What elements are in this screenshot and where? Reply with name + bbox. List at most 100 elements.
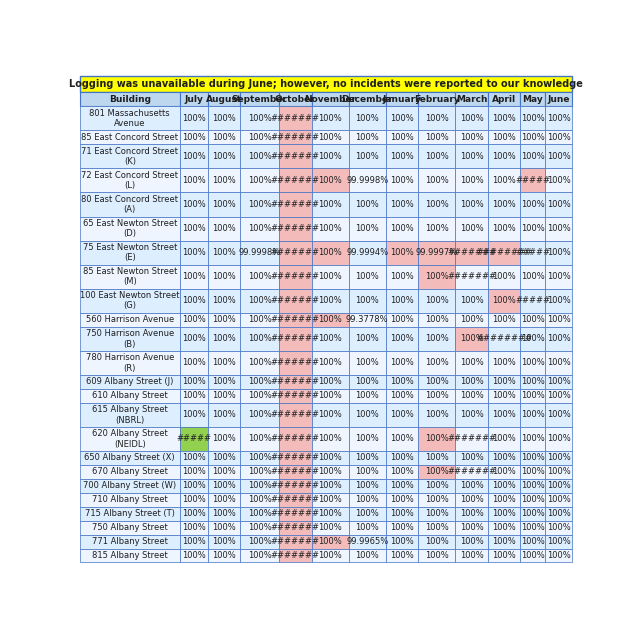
Text: 100%: 100% [356,133,379,142]
Text: 100%: 100% [318,551,342,560]
Text: 100%: 100% [356,495,379,504]
Text: 100%: 100% [492,272,516,281]
Text: 100%: 100% [212,200,236,209]
Bar [240,313,279,327]
Text: 100%: 100% [248,358,272,367]
Bar [240,327,279,351]
Text: 100%: 100% [521,200,544,209]
Text: 100%: 100% [356,358,379,367]
Text: #######: ####### [271,296,320,305]
Text: 100%: 100% [248,377,272,386]
Bar [180,144,208,168]
Bar [455,427,488,451]
Bar [349,351,386,375]
Bar [312,535,349,549]
Text: 609 Albany Street (J): 609 Albany Street (J) [86,377,174,386]
Text: 100%: 100% [492,509,516,518]
Text: 615 Albany Street
(NBRL): 615 Albany Street (NBRL) [92,405,168,425]
Bar [545,465,572,479]
Bar [418,479,455,493]
Bar [208,241,240,265]
Text: 100%: 100% [248,434,272,444]
Bar [520,465,545,479]
Text: 100%: 100% [182,358,206,367]
Bar [312,92,349,106]
Bar [418,241,455,265]
Text: 100%: 100% [318,537,342,546]
Bar [312,144,349,168]
Bar [418,313,455,327]
Bar [520,313,545,327]
Bar [455,465,488,479]
Text: 100%: 100% [521,453,544,463]
Text: 100%: 100% [212,391,236,400]
Bar [180,327,208,351]
Bar [279,192,312,217]
Bar [488,327,520,351]
Text: March: March [456,95,487,104]
Bar [180,535,208,549]
Bar [312,351,349,375]
Text: 100%: 100% [182,509,206,518]
Text: #######: ####### [271,509,320,518]
Text: 100%: 100% [521,551,544,560]
Bar [455,493,488,507]
Bar [455,192,488,217]
Text: 100%: 100% [356,224,379,233]
Bar [279,521,312,535]
Text: 100%: 100% [425,537,448,546]
Bar [80,130,180,144]
Text: 100%: 100% [212,152,236,161]
Text: 801 Massachusetts
Avenue: 801 Massachusetts Avenue [90,109,170,128]
Text: 100%: 100% [212,224,236,233]
Text: 80 East Concord Street
(A): 80 East Concord Street (A) [81,195,178,214]
Bar [80,265,180,289]
Bar [418,144,455,168]
Bar [488,465,520,479]
Text: 100%: 100% [318,272,342,281]
Bar [386,427,418,451]
Bar [455,403,488,427]
Text: 100%: 100% [248,200,272,209]
Bar [240,168,279,192]
Text: 100%: 100% [521,334,544,343]
Bar [386,168,418,192]
Bar [455,375,488,389]
Bar [349,192,386,217]
Bar [180,403,208,427]
Text: 100%: 100% [390,315,414,324]
Bar [279,479,312,493]
Text: July: July [184,95,204,104]
Text: 100%: 100% [390,176,414,185]
Bar [279,451,312,465]
Bar [386,465,418,479]
Text: June: June [548,95,570,104]
Text: October: October [275,95,315,104]
Bar [312,327,349,351]
Text: 100%: 100% [182,224,206,233]
Bar [520,265,545,289]
Text: 100%: 100% [547,495,570,504]
Bar [488,265,520,289]
Bar [349,451,386,465]
Text: May: May [522,95,543,104]
Bar [80,375,180,389]
Bar [180,313,208,327]
Bar [208,313,240,327]
Text: 100%: 100% [356,200,379,209]
Bar [520,168,545,192]
Text: 100%: 100% [248,523,272,532]
Bar [80,289,180,313]
Text: 100%: 100% [248,272,272,281]
Bar [279,313,312,327]
Text: 100%: 100% [212,482,236,490]
Bar [545,241,572,265]
Bar [240,549,279,562]
Text: 100%: 100% [521,377,544,386]
Text: 100%: 100% [182,334,206,343]
Bar [545,535,572,549]
Text: 71 East Concord Street
(K): 71 East Concord Street (K) [81,147,178,166]
Text: 99.3778%: 99.3778% [346,315,389,324]
Bar [80,92,180,106]
Text: 100%: 100% [356,391,379,400]
